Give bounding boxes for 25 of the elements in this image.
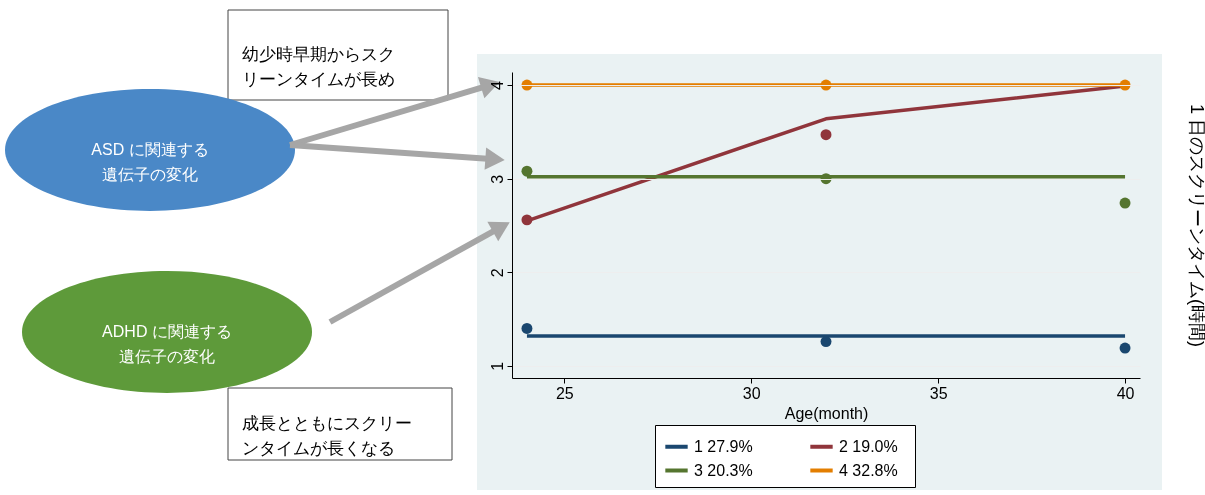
x-tick-label: 30 (742, 384, 761, 402)
y-tick-label: 3 (488, 174, 506, 184)
point (521, 322, 533, 334)
point (820, 336, 832, 347)
text: 幼少時早期からスクリーンタイムが長め (242, 45, 395, 89)
legend-label: 2 19.0% (839, 437, 898, 455)
y-axis-title: 1 日のスクリーンタイム(時間) (1186, 104, 1205, 347)
y-tick-label: 2 (488, 268, 506, 278)
legend-label: 3 20.3% (694, 461, 753, 479)
x-tick-label: 40 (1116, 384, 1135, 402)
x-tick-label: 25 (555, 384, 574, 402)
point (521, 165, 533, 177)
x-tick-label: 35 (929, 384, 948, 402)
point (820, 129, 832, 141)
x-axis-title: Age(month) (784, 404, 869, 422)
legend-label: 4 32.8% (839, 461, 898, 479)
text: ASD に関連する遺伝子の変化 (91, 141, 209, 183)
y-tick-label: 4 (488, 81, 506, 91)
text: ADHD に関連する遺伝子の変化 (102, 323, 232, 365)
point (1119, 342, 1131, 354)
y-tick-label: 1 (488, 361, 506, 371)
point (1119, 197, 1131, 209)
legend-label: 1 27.9% (694, 437, 753, 455)
text: 成長とともにスクリーンタイムが長くなる (242, 414, 412, 458)
point (521, 214, 533, 226)
